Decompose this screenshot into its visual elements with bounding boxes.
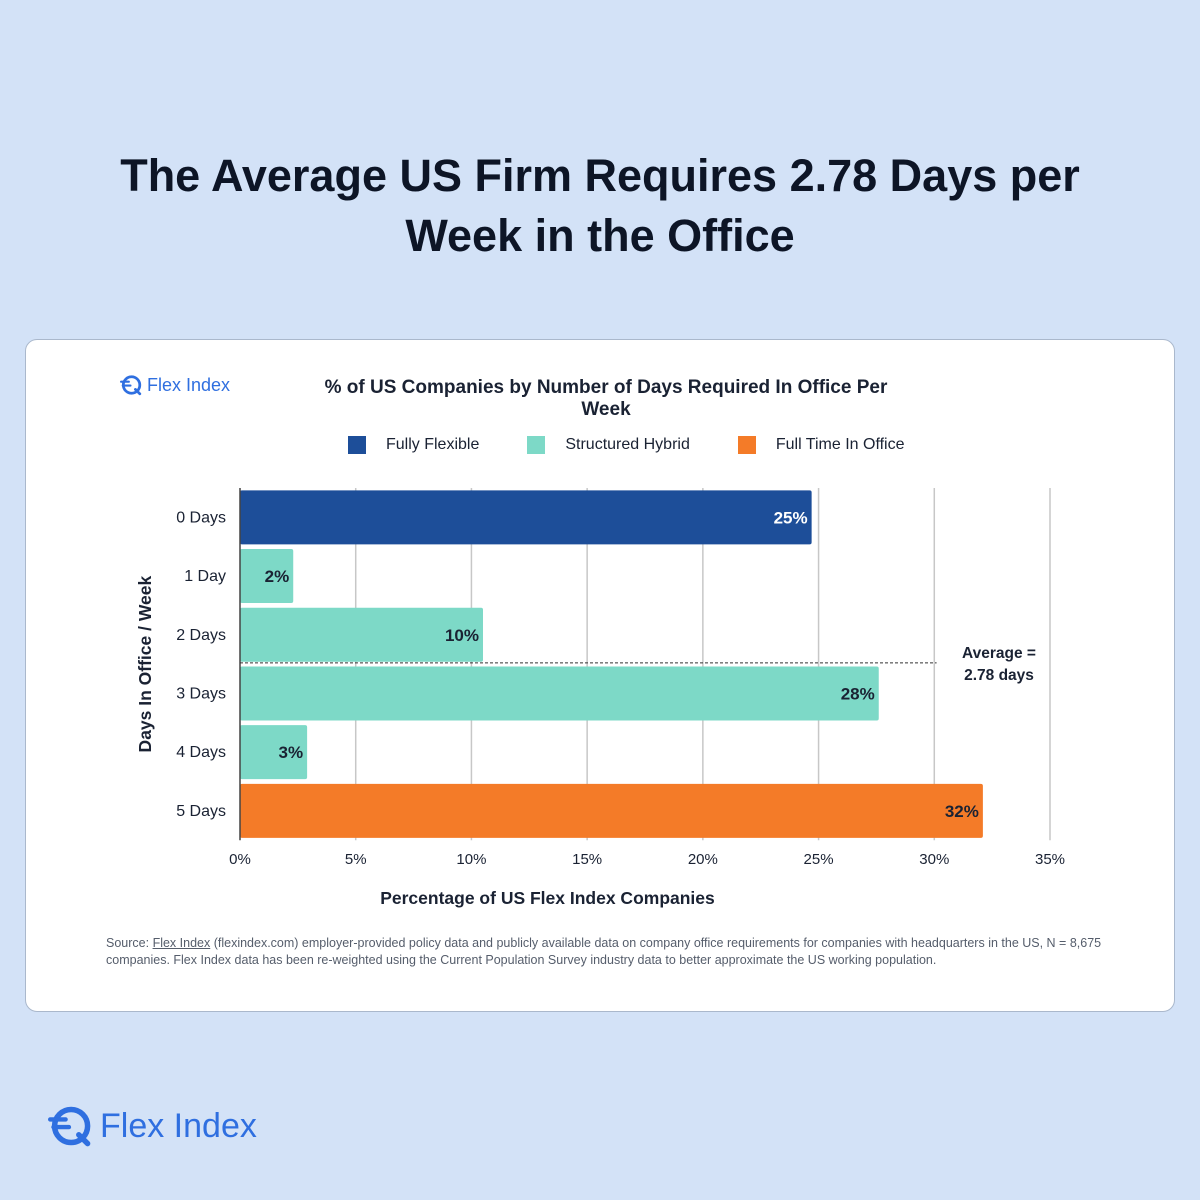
- data-label: 3%: [279, 743, 304, 762]
- average-label-line1: Average =: [962, 645, 1036, 662]
- bar: [240, 783, 983, 838]
- legend-item-structured-hybrid: Structured Hybrid: [527, 436, 690, 454]
- bar: [240, 725, 308, 780]
- legend-swatch: [527, 436, 546, 454]
- data-label: 10%: [445, 626, 479, 645]
- bar-chart: 0% 5% 10% 15% 20% 25% 30% 35% 0 Days 25% 1 Day 2% 2 …: [135, 488, 1065, 908]
- bar: [240, 549, 294, 604]
- source-link[interactable]: Flex Index: [152, 936, 211, 950]
- x-tick-label: 10%: [456, 851, 486, 868]
- y-category-label: 1 Day: [184, 568, 226, 585]
- data-label: 32%: [945, 802, 979, 821]
- legend-label: Fully Flexible: [386, 436, 480, 453]
- data-label: 28%: [841, 684, 875, 703]
- x-tick-label: 15%: [572, 851, 602, 868]
- footer-brand-name: Flex Index: [100, 1106, 257, 1145]
- y-category-label: 0 Days: [176, 509, 226, 526]
- brand-logo: Flex Index: [120, 374, 230, 396]
- x-tick-label: 35%: [1035, 851, 1065, 868]
- footer-brand-logo: Flex Index: [48, 1104, 257, 1148]
- y-category-label: 5 Days: [176, 803, 226, 820]
- headline: The Average US Firm Requires 2.78 Days p…: [120, 150, 1080, 261]
- x-tick-label: 30%: [919, 851, 949, 868]
- bar: [240, 666, 879, 721]
- legend-item-full-time: Full Time In Office: [737, 436, 905, 454]
- y-category-label: 2 Days: [176, 627, 226, 644]
- legend-label: Structured Hybrid: [565, 436, 690, 453]
- legend-label: Full Time In Office: [775, 436, 905, 453]
- legend-item-fully-flexible: Fully Flexible: [348, 436, 479, 454]
- source-text: (flexindex.com) employer-provided policy…: [106, 936, 1102, 967]
- flex-index-logo-icon: [48, 1106, 91, 1147]
- y-category-label: 4 Days: [176, 744, 226, 761]
- x-tick-label: 0%: [229, 851, 251, 868]
- average-label-line2: 2.78 days: [964, 667, 1034, 684]
- chart-title: % of US Companies by Number of Days Requ…: [324, 377, 888, 420]
- chart-card: Flex Index % of US Companies by Number o…: [25, 339, 1175, 1012]
- brand-name: Flex Index: [147, 374, 231, 395]
- legend-swatch: [737, 436, 756, 454]
- x-tick-label: 25%: [804, 851, 834, 868]
- source-note: Source: Flex Index (flexindex.com) emplo…: [106, 935, 1106, 969]
- x-axis-title: Percentage of US Flex Index Companies: [380, 888, 715, 908]
- x-tick-label: 5%: [345, 851, 367, 868]
- legend-swatch: [348, 436, 366, 454]
- chart-legend: Fully Flexible Structured Hybrid Full Ti…: [348, 436, 953, 454]
- data-label: 25%: [774, 508, 808, 527]
- y-axis-title: Days In Office / Week: [135, 575, 155, 752]
- bar: [240, 607, 483, 662]
- data-label: 2%: [265, 567, 290, 586]
- source-prefix: Source:: [106, 936, 153, 950]
- bar: [240, 490, 812, 545]
- y-category-label: 3 Days: [176, 685, 226, 702]
- flex-index-logo-icon: [120, 375, 142, 396]
- x-tick-label: 20%: [688, 851, 718, 868]
